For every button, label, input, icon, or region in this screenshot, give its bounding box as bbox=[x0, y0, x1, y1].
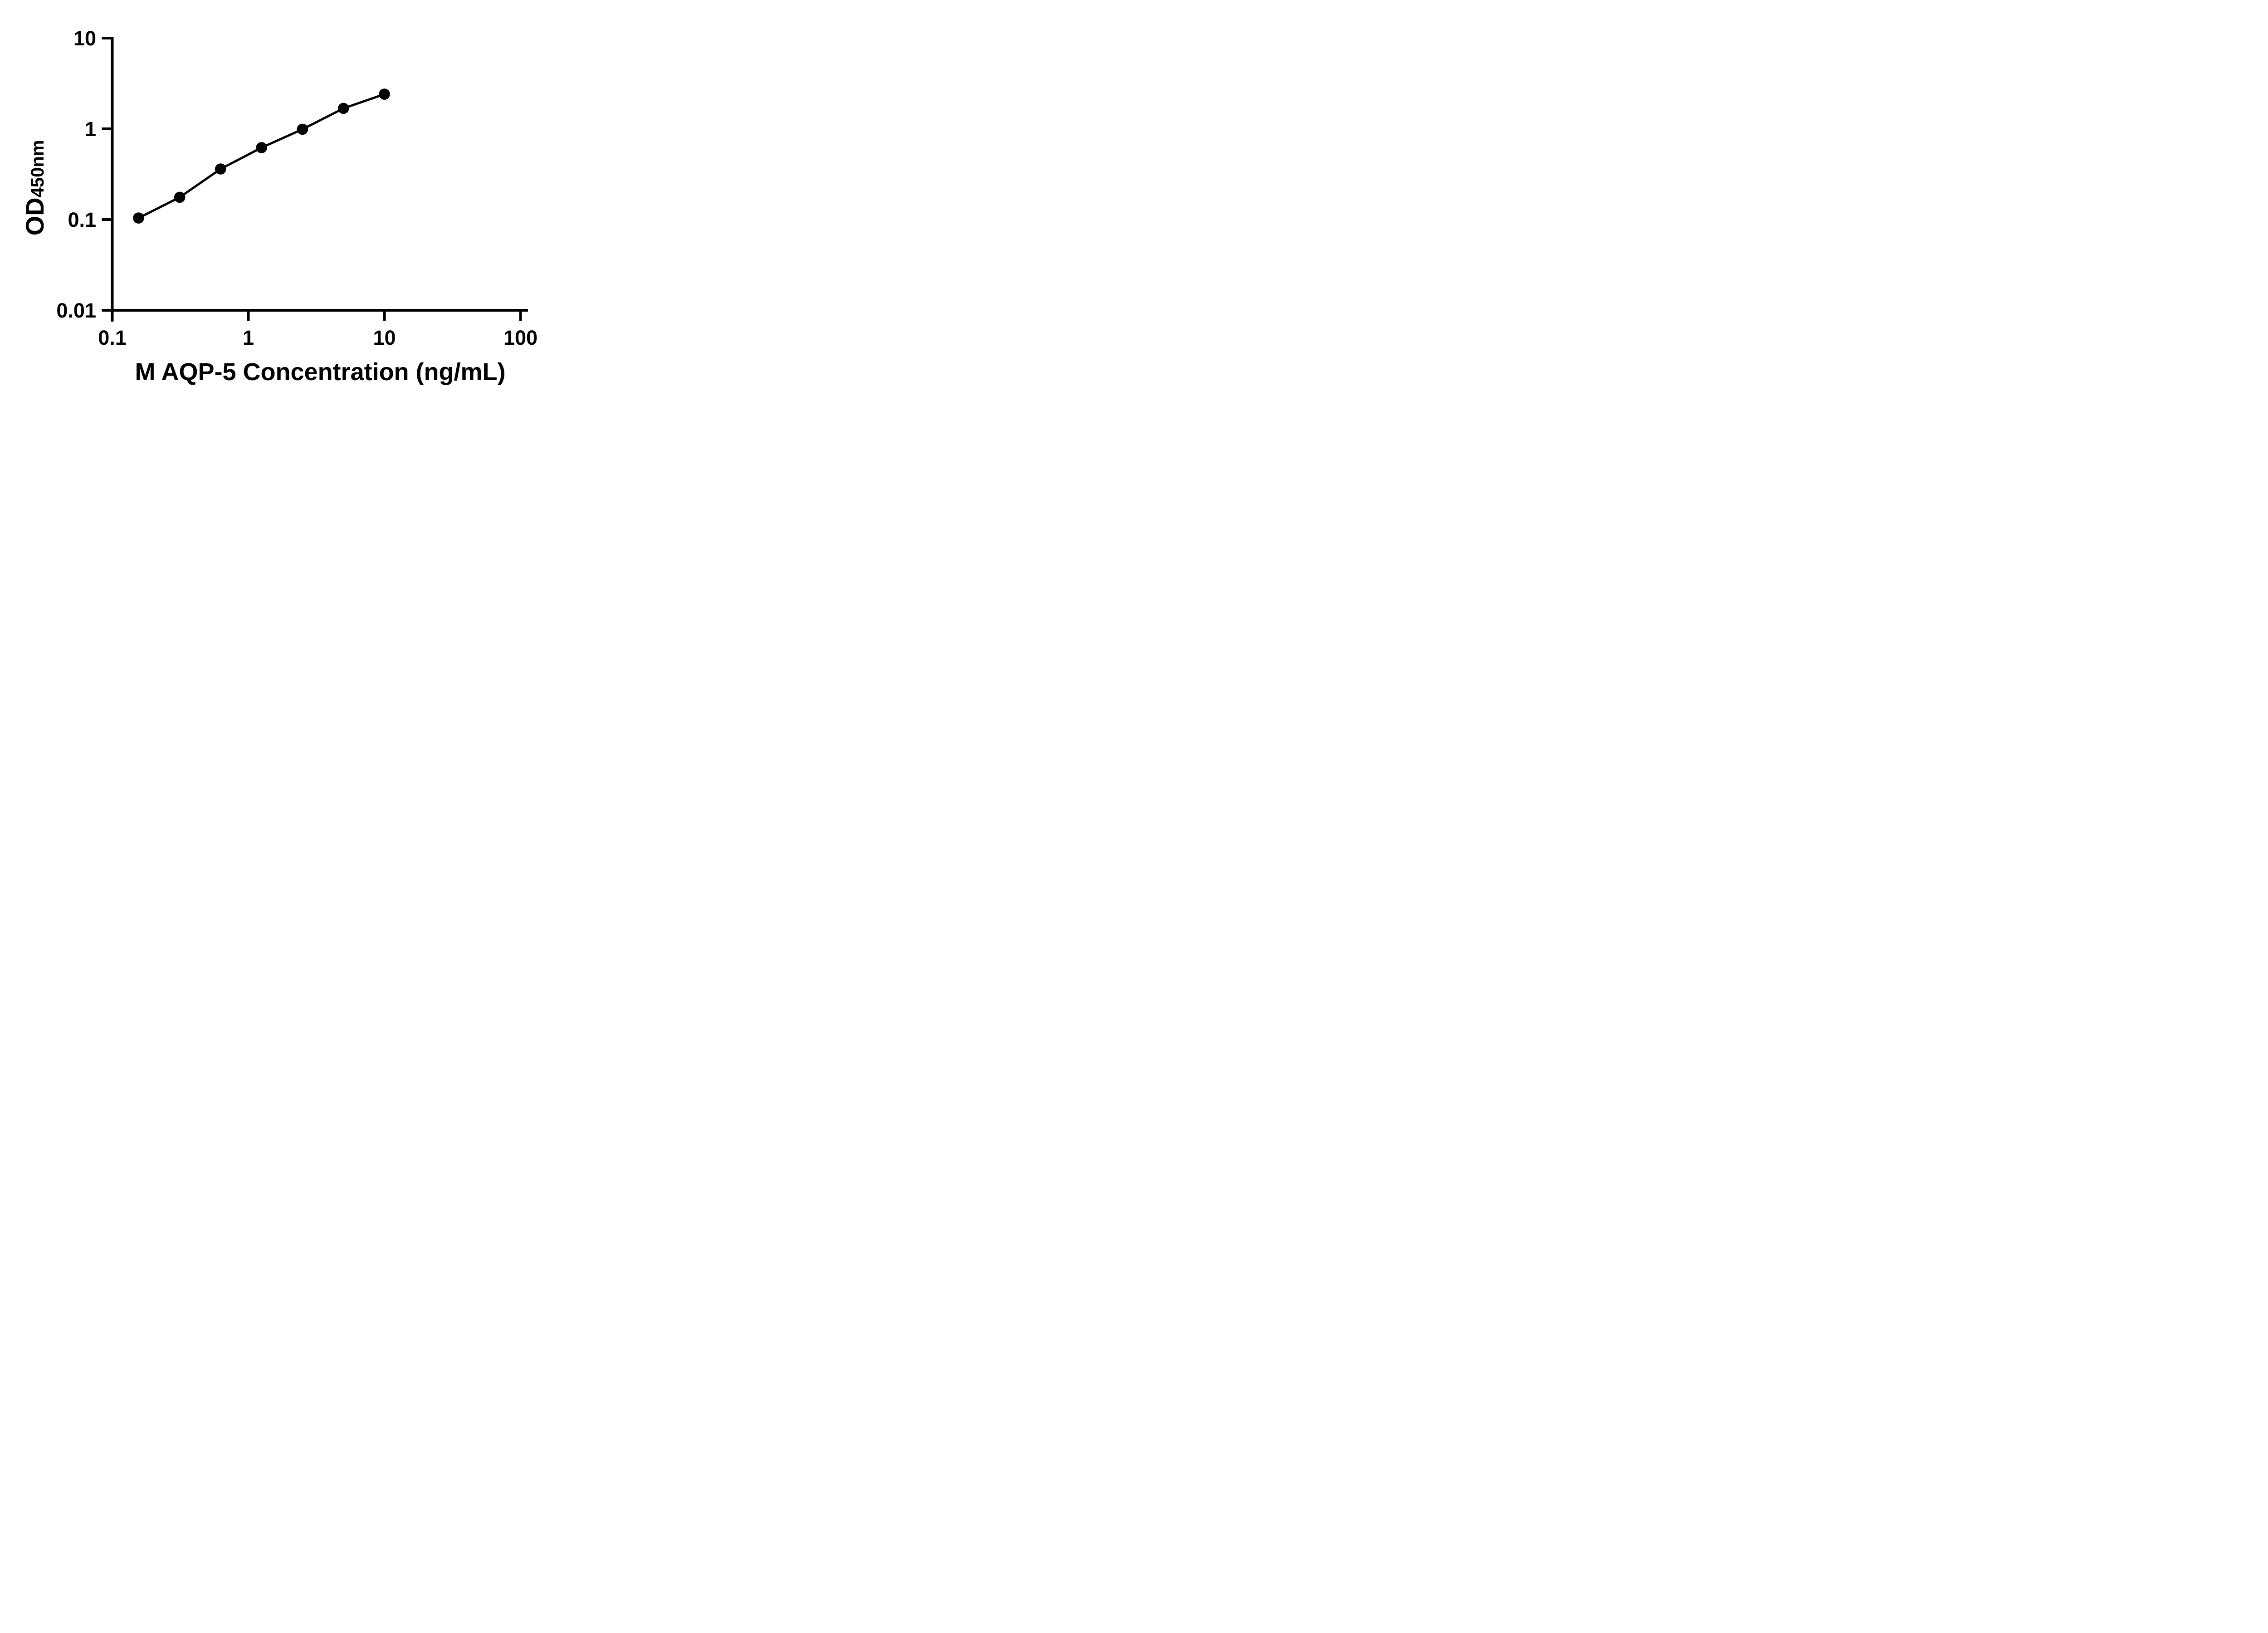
data-point bbox=[133, 212, 144, 224]
data-point bbox=[297, 123, 308, 135]
data-point bbox=[337, 103, 349, 114]
y-axis-title-subscript: 450nm bbox=[28, 140, 48, 198]
x-axis-title: M AQP-5 Concentration (ng/mL) bbox=[135, 358, 506, 386]
svg-text:OD450nm: OD450nm bbox=[20, 140, 49, 236]
x-tick-label: 100 bbox=[503, 326, 538, 349]
x-tick-label: 0.1 bbox=[98, 326, 127, 349]
data-point bbox=[215, 163, 226, 175]
elisa-standard-curve-figure: 0.01 0.1 1 10 0.1 1 10 100 M AQP-5 Concentratio… bbox=[0, 0, 583, 408]
y-tick-label: 0.01 bbox=[56, 299, 96, 322]
y-axis-title: OD450nm bbox=[20, 140, 49, 236]
data-point bbox=[256, 142, 267, 153]
x-tick-label: 1 bbox=[243, 326, 254, 349]
plot-series bbox=[133, 88, 390, 224]
y-axis-title-main: OD bbox=[20, 197, 49, 235]
data-point bbox=[174, 191, 186, 203]
y-tick-label: 1 bbox=[85, 117, 96, 141]
y-tick-label: 0.1 bbox=[68, 208, 96, 231]
y-tick-label: 10 bbox=[73, 27, 96, 50]
data-point bbox=[379, 88, 390, 100]
x-tick-label: 10 bbox=[373, 326, 396, 349]
